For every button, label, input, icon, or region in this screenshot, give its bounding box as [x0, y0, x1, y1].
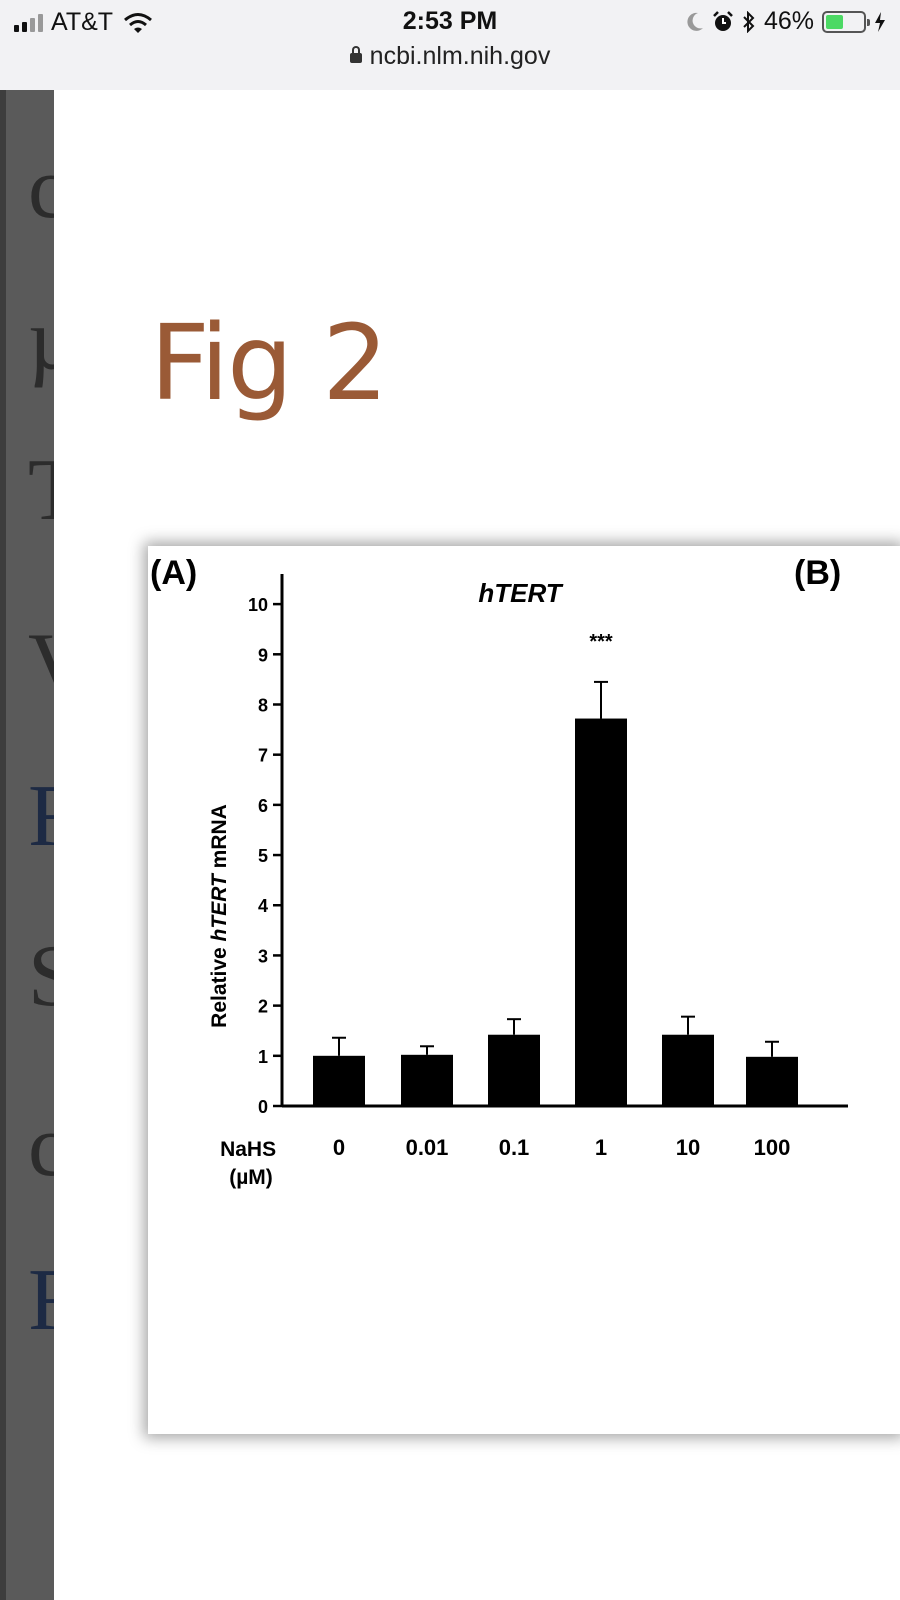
bar [488, 1034, 540, 1106]
y-tick-label: 3 [258, 946, 268, 966]
y-tick-label: 6 [258, 796, 268, 816]
figure-image[interactable]: (A) (B) hTERT Relative hTERT mRNA NaHS (… [148, 546, 900, 1434]
moon-icon [687, 12, 703, 31]
background-letter: F [28, 768, 54, 865]
bar [746, 1056, 798, 1106]
bar [313, 1055, 365, 1106]
x-tick-label: 100 [754, 1135, 791, 1160]
signal-icon [14, 13, 43, 32]
x-tick-label: 0.01 [406, 1135, 449, 1160]
x-tick-label: 0.1 [499, 1135, 530, 1160]
bluetooth-icon [743, 10, 755, 33]
dimmed-article-background: c µ T V F S c F [0, 90, 54, 1600]
y-tick-label: 10 [248, 595, 268, 615]
address-bar[interactable]: ncbi.nlm.nih.gov [0, 42, 900, 71]
background-letter: µ [28, 292, 54, 389]
status-bar: AT&T 2:53 PM 46% [0, 0, 900, 44]
y-tick-label: 8 [258, 695, 268, 715]
y-tick-label: 2 [258, 997, 268, 1017]
x-tick-label: 0 [333, 1135, 345, 1160]
y-axis-label: Relative hTERT mRNA [208, 804, 231, 1028]
browser-top-bar: AT&T 2:53 PM 46% [0, 0, 900, 91]
background-letter: F [28, 1252, 54, 1349]
y-tick-label: 0 [258, 1097, 268, 1117]
y-tick-label: 1 [258, 1047, 268, 1067]
background-letter: T [28, 440, 54, 541]
carrier-name: AT&T [51, 8, 114, 36]
bar [401, 1054, 453, 1106]
chart-title: hTERT [478, 578, 563, 608]
url-text: ncbi.nlm.nih.gov [369, 42, 551, 70]
figure-title: Fig 2 [150, 302, 388, 424]
significance-marker: *** [589, 631, 613, 653]
charging-icon [875, 11, 885, 32]
x-tick-label: 10 [676, 1135, 700, 1160]
background-letter: S [28, 928, 54, 1025]
panel-b-label: (B) [794, 554, 841, 592]
background-letter: c [28, 1098, 54, 1195]
bar [662, 1034, 714, 1106]
x-axis-label: NaHS (µM) [220, 1138, 282, 1189]
lock-icon [349, 46, 362, 63]
y-tick-label: 9 [258, 645, 268, 665]
background-letter: c [28, 140, 54, 237]
y-tick-label: 7 [258, 746, 268, 766]
wifi-icon [124, 12, 153, 33]
bar [575, 718, 627, 1106]
battery-icon [822, 10, 870, 33]
x-tick-label: 1 [595, 1135, 607, 1160]
background-letter: V [28, 614, 54, 715]
bar-chart: (A) (B) hTERT Relative hTERT mRNA NaHS (… [150, 554, 848, 1189]
panel-a-label: (A) [150, 554, 197, 592]
status-time: 2:53 PM [402, 7, 498, 35]
battery-percent: 46% [763, 7, 814, 35]
alarm-icon [713, 10, 733, 31]
y-tick-label: 5 [258, 846, 268, 866]
y-tick-label: 4 [258, 896, 268, 916]
